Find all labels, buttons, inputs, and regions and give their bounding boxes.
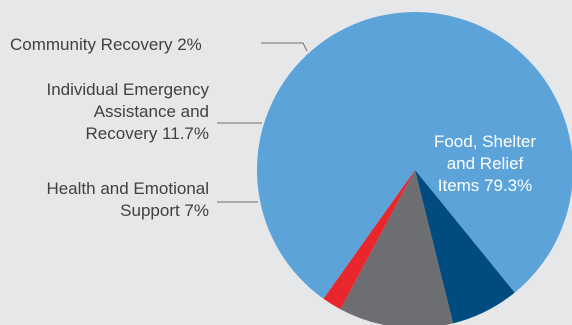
slice-label-line: Community Recovery 2% [10,35,202,54]
slice-label-line: Health and Emotional [46,179,209,198]
pie-slice-individual-emergency-assistance [340,170,454,325]
slice-label-food-shelter-relief: Food, Shelter and Relief Items 79.3% [410,131,560,197]
slice-label-line: and Relief [446,154,524,173]
slice-label-line: Recovery 11.7% [85,124,209,143]
leader-line-community-recovery [261,42,308,52]
slice-label-line: Support 7% [120,201,209,220]
slice-label-line: Food, Shelter [433,132,537,151]
slice-label-line: Assistance and [93,102,209,121]
pie-slice-food-shelter-relief [257,12,572,299]
slice-label-community-recovery: Community Recovery 2% [10,34,260,56]
slice-label-individual-emergency-assistance: Individual Emergency Assistance and Reco… [0,79,209,145]
pie-slice-community-recovery [323,170,415,310]
pie-slice-health-emotional-support [415,170,515,324]
slice-label-health-emotional-support: Health and Emotional Support 7% [0,178,209,222]
slice-label-line: Items 79.3% [437,176,533,195]
slice-label-line: Individual Emergency [46,80,209,99]
